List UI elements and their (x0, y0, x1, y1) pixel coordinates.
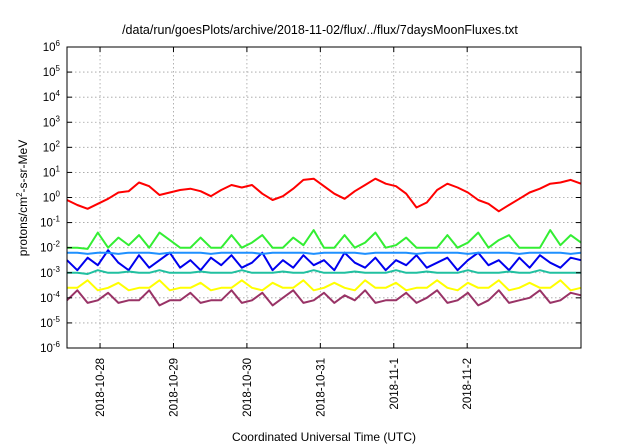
y-tick-label-exponent: 0 (56, 190, 61, 199)
y-axis-label-units: -s-sr-MeV (16, 140, 30, 193)
x-tick-label: 2018-11-2 (462, 358, 474, 410)
y-tick-label-base: 10 (40, 243, 53, 255)
y-tick-label-exponent: 3 (56, 114, 61, 123)
y-tick-label: 106 (43, 39, 61, 54)
y-tick-label-exponent: 6 (56, 39, 61, 48)
y-tick-label-base: 10 (43, 117, 56, 129)
series-line-5 (67, 269, 581, 275)
y-tick-label-exponent: -5 (53, 315, 61, 324)
y-tick-label-base: 10 (43, 193, 56, 205)
y-axis-label-exponent: 2 (15, 192, 24, 197)
y-tick-label-exponent: 4 (56, 89, 61, 98)
x-tick-label: 2018-10-31 (315, 358, 327, 417)
y-tick-label: 101 (43, 164, 61, 179)
y-tick-label: 102 (43, 139, 61, 154)
chart-title: /data/run/goesPlots/archive/2018-11-02/f… (122, 23, 518, 37)
series-lines (66, 177, 582, 307)
y-tick-label-base: 10 (40, 268, 53, 280)
x-axis-label: Coordinated Universal Time (UTC) (232, 430, 416, 444)
y-tick-label-exponent: -3 (53, 265, 61, 274)
y-tick-label: 105 (43, 64, 61, 79)
y-tick-label: 10-5 (40, 315, 60, 330)
y-tick-label-exponent: -6 (53, 340, 61, 349)
series-line-1 (66, 177, 582, 213)
y-tick-label-base: 10 (40, 343, 53, 355)
y-tick-label: 10-3 (40, 265, 60, 280)
y-tick-label-exponent: -1 (53, 215, 61, 224)
series-line-3 (66, 249, 582, 272)
y-tick-label: 10-1 (40, 215, 60, 230)
y-tick-label: 10-6 (40, 340, 60, 355)
y-tick-label-base: 10 (40, 293, 53, 305)
y-tick-label-exponent: 2 (56, 139, 61, 148)
series-line-7 (66, 289, 582, 307)
y-tick-label: 10-2 (40, 240, 60, 255)
y-axis-label-main: protons/cm (16, 197, 30, 256)
y-tick-label-base: 10 (43, 42, 56, 54)
x-axis-ticks: 2018-10-28 2018-10-29 2018-10-30 2018-10-31… (95, 47, 474, 417)
x-tick-label: 2018-10-29 (168, 358, 180, 417)
y-axis-label: protons/cm2-s-sr-MeV (15, 140, 30, 256)
grid-lines (67, 47, 581, 348)
series-line-2 (67, 229, 582, 250)
series-line-6 (67, 279, 582, 292)
y-tick-label-base: 10 (40, 318, 53, 330)
y-tick-label-exponent: 1 (56, 164, 61, 173)
y-axis-ticks: 10-610-510-410-310-210-11001011021031041… (40, 39, 581, 355)
y-tick-label-base: 10 (43, 67, 56, 79)
x-tick-label: 2018-11-1 (389, 358, 401, 410)
y-tick-label-base: 10 (40, 218, 53, 230)
y-tick-label: 103 (43, 114, 61, 129)
x-tick-label: 2018-10-30 (242, 358, 254, 417)
y-tick-label-base: 10 (43, 142, 56, 154)
x-tick-label: 2018-10-28 (95, 358, 107, 417)
y-tick-label: 104 (43, 89, 61, 104)
y-tick-label-exponent: -4 (53, 290, 61, 299)
y-tick-label-exponent: -2 (53, 240, 61, 249)
y-tick-label-exponent: 5 (56, 64, 61, 73)
y-tick-label: 10-4 (40, 290, 60, 305)
y-tick-label-base: 10 (43, 92, 56, 104)
series-line-4 (67, 251, 582, 255)
y-tick-label: 100 (43, 190, 61, 205)
y-tick-label-base: 10 (43, 167, 56, 179)
